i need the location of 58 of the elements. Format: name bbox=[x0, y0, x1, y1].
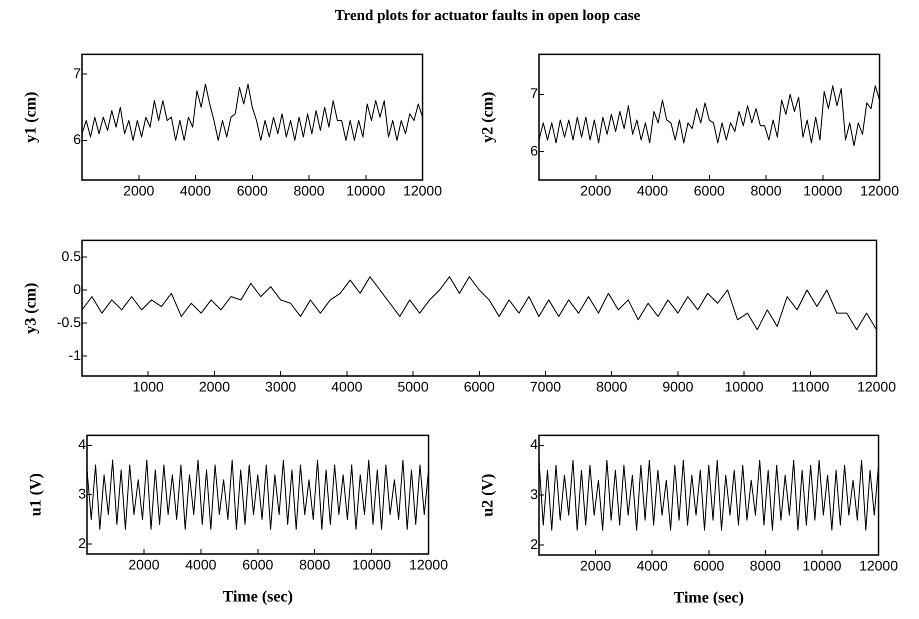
y-tick-label: 6 bbox=[73, 131, 82, 148]
y-tick-label: -1 bbox=[68, 347, 82, 364]
y-tick-label: 4 bbox=[530, 436, 538, 452]
text: Trend plots for actuator faults in open loop case bbox=[334, 8, 642, 25]
x-tick-label: 4000 bbox=[185, 556, 217, 572]
x-tick-label: 2000 bbox=[128, 556, 160, 572]
x-tick-label: 10000 bbox=[802, 557, 842, 574]
x-tick-label: 4000 bbox=[636, 557, 668, 574]
x-tick-label: 4000 bbox=[636, 182, 668, 198]
x-tick-label: 5000 bbox=[397, 378, 429, 394]
y-tick-label: 3 bbox=[78, 486, 86, 502]
x-axis-title: Time (sec) bbox=[674, 590, 744, 607]
x-tick-label: 8000 bbox=[293, 182, 325, 198]
y-axis-title: u2 (V) bbox=[480, 474, 497, 517]
y-axis-title: y2 (cm) bbox=[480, 92, 497, 143]
x-tick-label: 3000 bbox=[265, 378, 296, 394]
x-tick-label: 12000 bbox=[403, 182, 442, 198]
x-tick-label: 10000 bbox=[346, 182, 386, 198]
x-tick-label: 12000 bbox=[857, 378, 896, 394]
x-tick-label: 6000 bbox=[464, 378, 496, 394]
y-axis-title: u1 (V) bbox=[28, 473, 45, 516]
x-tick-label: 11000 bbox=[791, 378, 830, 394]
y-tick-label: -0.5 bbox=[56, 314, 82, 330]
x-axis-title: Time (sec) bbox=[222, 588, 293, 606]
y-tick-label: 7 bbox=[73, 65, 82, 82]
x-tick-label: 2000 bbox=[198, 378, 230, 394]
x-tick-label: 12000 bbox=[860, 182, 900, 198]
x-tick-label: 8000 bbox=[750, 557, 782, 574]
y-tick-label: 4 bbox=[78, 436, 86, 452]
y-tick-label: 0 bbox=[73, 280, 82, 297]
x-tick-label: 10000 bbox=[352, 556, 392, 572]
y-tick-label: 0.5 bbox=[62, 248, 82, 264]
x-tick-label: 4000 bbox=[331, 378, 363, 394]
y-tick-label: 2 bbox=[530, 536, 538, 552]
y-axis-title: y3 (cm) bbox=[22, 282, 40, 334]
x-tick-label: 7000 bbox=[530, 378, 562, 394]
y-tick-label: 7 bbox=[530, 85, 538, 102]
x-tick-label: 8000 bbox=[750, 182, 782, 198]
x-tick-label: 6000 bbox=[694, 182, 726, 198]
x-tick-label: 10000 bbox=[724, 378, 764, 394]
x-tick-label: 6000 bbox=[242, 556, 274, 572]
x-tick-label: 12000 bbox=[859, 557, 898, 574]
y-tick-label: 3 bbox=[530, 486, 538, 502]
x-tick-label: 4000 bbox=[180, 182, 212, 198]
x-tick-label: 10000 bbox=[803, 182, 842, 198]
y-tick-label: 2 bbox=[78, 534, 86, 551]
x-tick-label: 12000 bbox=[409, 556, 448, 572]
x-tick-label: 8000 bbox=[299, 556, 330, 572]
x-tick-label: 1000 bbox=[132, 378, 164, 394]
y-tick-label: 6 bbox=[530, 142, 538, 158]
y-axis-title: y1 (cm) bbox=[22, 92, 40, 143]
x-tick-label: 2000 bbox=[123, 182, 155, 198]
x-tick-label: 8000 bbox=[596, 378, 628, 394]
x-tick-label: 2000 bbox=[580, 557, 612, 574]
x-tick-label: 6000 bbox=[236, 182, 268, 198]
x-tick-label: 2000 bbox=[580, 182, 612, 198]
x-tick-label: 6000 bbox=[693, 557, 725, 574]
x-tick-label: 9000 bbox=[662, 378, 694, 394]
